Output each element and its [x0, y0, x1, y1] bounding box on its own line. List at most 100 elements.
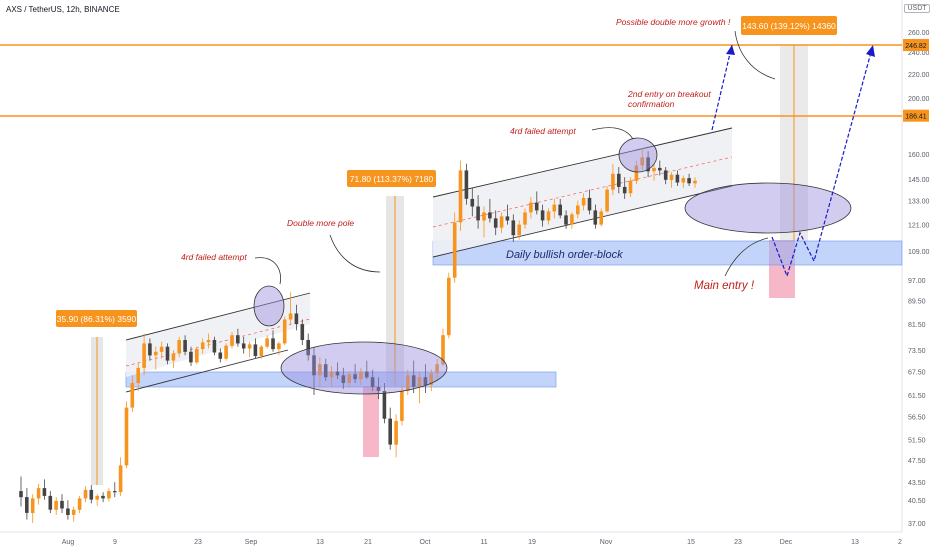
x-tick-label: 13 — [316, 539, 324, 546]
candle-body — [148, 343, 152, 356]
candle-body — [247, 344, 252, 349]
candle-body — [640, 157, 644, 166]
candle — [611, 163, 615, 196]
candle-body — [323, 364, 328, 378]
candle-body — [458, 170, 463, 223]
candle-body — [611, 173, 615, 190]
callout-arrow-main — [724, 237, 769, 277]
candle-body — [36, 488, 41, 499]
candle — [253, 338, 258, 359]
candle-body — [634, 165, 639, 181]
candle-body — [359, 371, 363, 380]
channel-upper-oct — [432, 127, 733, 198]
candle-body — [212, 340, 217, 353]
y-tick-label: 37.00 — [908, 521, 926, 528]
candle — [60, 494, 64, 513]
candle-body — [195, 349, 199, 363]
candle-body — [482, 212, 486, 221]
candle-body — [71, 509, 76, 515]
candle — [48, 491, 53, 513]
x-tick-label: Nov — [600, 539, 613, 546]
price-axis[interactable]: 260.00 240.00 220.00 200.00 160.00 145.00 133.… — [908, 30, 930, 528]
candle — [218, 348, 223, 363]
candle-body — [259, 346, 264, 356]
candle — [66, 500, 70, 520]
candle — [101, 492, 105, 503]
candle — [646, 151, 650, 178]
candle — [552, 198, 557, 219]
candle — [247, 341, 252, 358]
y-tick-label: 240.00 — [908, 50, 930, 57]
candle — [640, 148, 644, 171]
measure-label-sep: 71.80 (113.37%) 7180 — [350, 174, 434, 184]
candle — [206, 333, 211, 349]
x-tick-label: 19 — [528, 539, 536, 546]
candle — [622, 177, 627, 199]
candle — [570, 212, 574, 229]
candle — [230, 331, 234, 349]
candle-body — [628, 180, 633, 194]
y-tick-label: 43.50 — [908, 480, 926, 487]
candle-body — [382, 391, 387, 419]
candle-body — [534, 202, 539, 211]
candle — [54, 497, 58, 515]
callout-arrow-aug — [254, 257, 282, 285]
candle-body — [447, 277, 451, 336]
y-tick-label: 121.00 — [908, 223, 930, 230]
candle — [423, 364, 428, 393]
candle-body — [271, 338, 275, 350]
candle-body — [177, 340, 181, 354]
annotation-failed-attempt-nov: 4rd failed attempt — [510, 126, 576, 136]
candle — [435, 358, 439, 382]
candle-body — [546, 211, 551, 221]
y-tick-label: 40.50 — [908, 498, 926, 505]
candle-body — [441, 335, 445, 365]
unit-badge[interactable]: USDT — [904, 4, 930, 13]
time-axis[interactable]: Aug 9 23 Sep 13 21 Oct 11 19 Nov 15 23 Dec 13 2 — [62, 539, 902, 546]
candle — [353, 364, 357, 383]
candle — [382, 383, 387, 424]
candle-body — [294, 313, 299, 325]
annotation-failed-attempt-aug: 4rd failed attempt — [181, 252, 247, 262]
candle — [154, 346, 158, 370]
candle — [312, 346, 316, 395]
candle — [195, 346, 199, 365]
candle — [523, 208, 527, 229]
candle — [628, 177, 633, 197]
candle-body — [400, 391, 404, 421]
candle-body — [622, 186, 627, 194]
candle-body — [277, 343, 281, 350]
candle — [447, 272, 451, 339]
candle — [124, 401, 129, 469]
candle — [658, 160, 662, 176]
candle-body — [587, 197, 592, 211]
candle-body — [552, 204, 557, 212]
candle-body — [646, 157, 650, 172]
x-tick-label: 15 — [687, 539, 695, 546]
candle — [540, 204, 545, 227]
price-marker-label: 186.41 — [905, 114, 927, 121]
measure-label-bg-sep — [347, 170, 436, 187]
candle-body — [241, 343, 246, 349]
y-tick-label: 73.50 — [908, 348, 926, 355]
candle-body — [681, 178, 686, 183]
candle — [365, 360, 369, 380]
candle-body — [452, 222, 457, 278]
candle-body — [511, 220, 516, 236]
candle — [212, 336, 217, 356]
candle — [663, 167, 668, 185]
candle-body — [318, 364, 322, 376]
candle — [394, 414, 398, 458]
candle-body — [171, 353, 176, 361]
candle-body — [663, 170, 668, 180]
annotation-main-entry: Main entry ! — [694, 280, 755, 292]
candle-body — [329, 371, 334, 378]
candle — [118, 457, 123, 496]
candle — [200, 338, 205, 354]
candle-body — [470, 198, 475, 207]
candle — [36, 484, 41, 505]
channel-upper-aug — [125, 292, 311, 341]
candle — [687, 173, 691, 186]
candle — [529, 197, 533, 219]
